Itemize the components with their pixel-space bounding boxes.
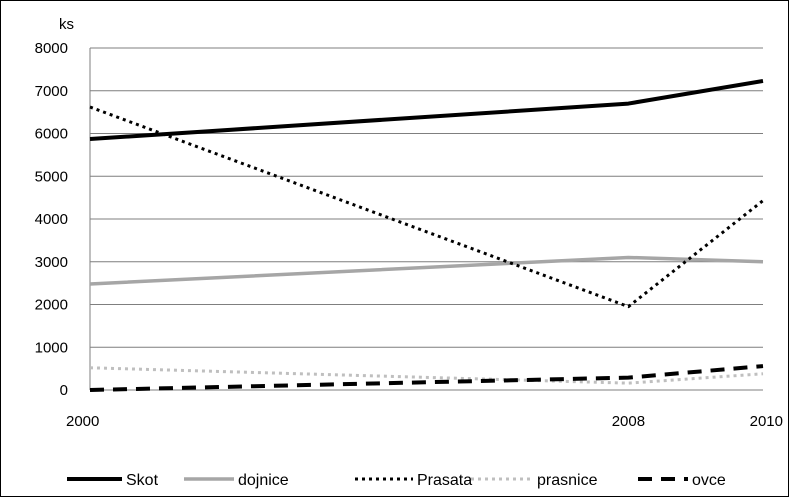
y-tick-label: 2000 [35, 297, 68, 314]
legend-label-ovce: ovce [692, 472, 726, 489]
series-line-prasnice [90, 368, 763, 383]
series-lines [90, 81, 763, 390]
y-tick-label: 6000 [35, 126, 68, 143]
x-tick-label: 2010 [750, 413, 783, 430]
series-line-prasata [90, 107, 763, 307]
y-axis-ticks: 0 1000 2000 3000 4000 5000 6000 7000 8000 [35, 40, 68, 399]
x-axis-ticks: 2000 2008 2010 [66, 413, 783, 430]
y-tick-label: 4000 [35, 211, 68, 228]
legend: Skot dojnice Prasata prasnice ovce [67, 472, 726, 489]
y-tick-label: 1000 [35, 339, 68, 356]
y-tick-label: 5000 [35, 168, 68, 185]
y-tick-label: 3000 [35, 254, 68, 271]
legend-label-prasata: Prasata [417, 472, 472, 489]
y-tick-label: 7000 [35, 83, 68, 100]
y-tick-label: 8000 [35, 40, 68, 57]
legend-label-skot: Skot [126, 472, 159, 489]
legend-label-prasnice: prasnice [537, 472, 598, 489]
x-tick-label: 2000 [66, 413, 99, 430]
y-axis-unit-label: ks [59, 16, 74, 33]
series-line-skot [90, 81, 763, 139]
x-tick-label: 2008 [612, 413, 645, 430]
legend-label-dojnice: dojnice [238, 472, 289, 489]
y-tick-label: 0 [60, 382, 68, 399]
